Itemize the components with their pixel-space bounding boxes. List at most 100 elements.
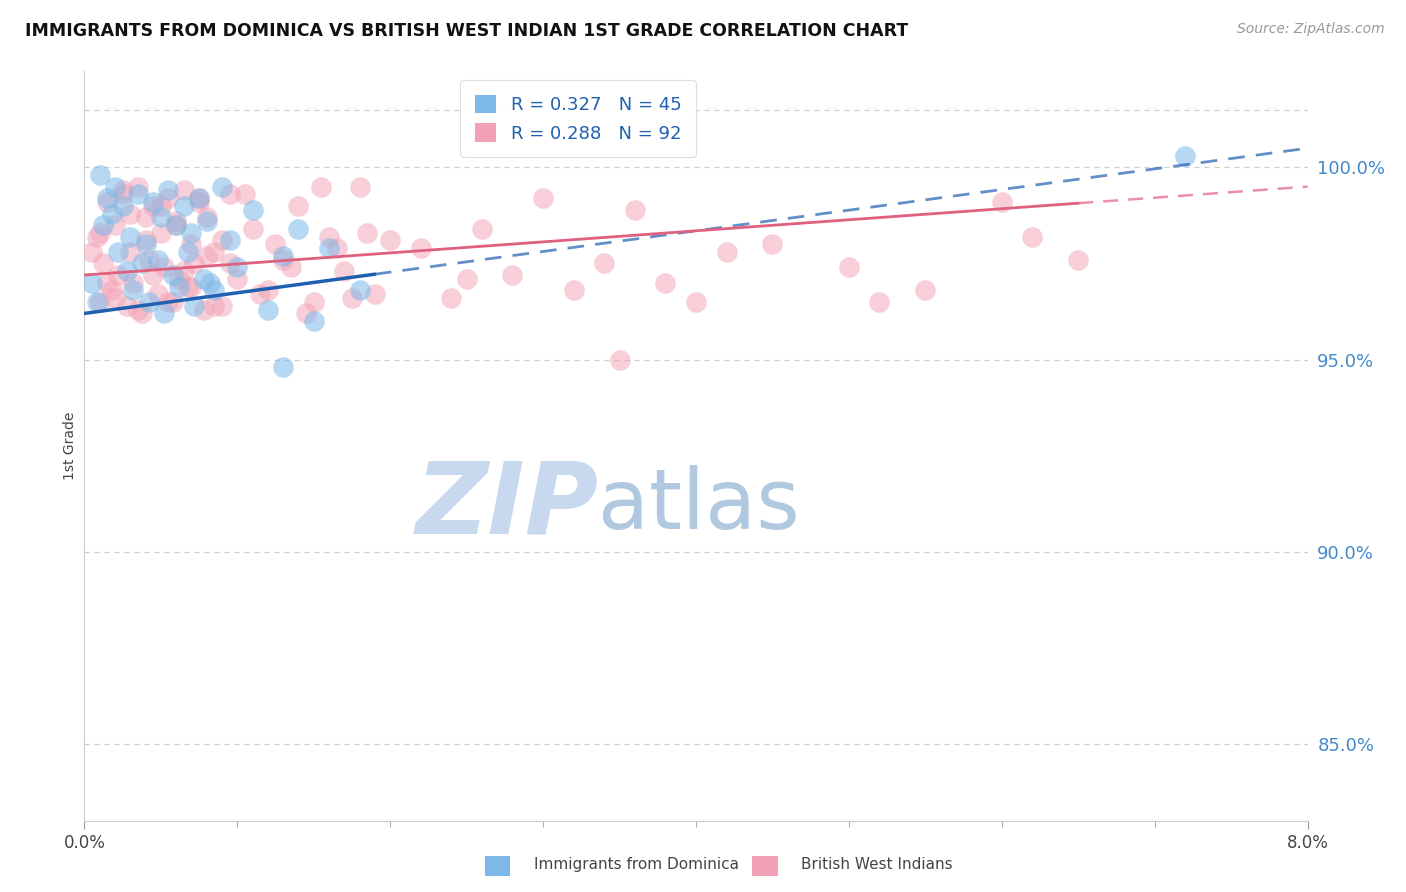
Point [838, 260, 860, 275]
Point [101, 284, 124, 298]
Point [80, 244, 103, 259]
Point [180, 237, 202, 252]
Point [89, 294, 111, 309]
Point [195, 249, 218, 263]
Point [146, 287, 169, 301]
Point [340, 291, 363, 305]
Point [142, 199, 165, 213]
Point [115, 299, 138, 313]
Point [218, 256, 240, 270]
Point [135, 234, 157, 248]
Point [716, 244, 738, 259]
Point [287, 199, 309, 213]
Point [356, 226, 378, 240]
Point [593, 256, 616, 270]
Point [761, 237, 783, 252]
Point [101, 206, 124, 220]
Point [271, 249, 294, 263]
Point [173, 184, 195, 198]
Point [135, 211, 157, 225]
Point [157, 184, 180, 198]
Point [685, 294, 707, 309]
Point [1174, 149, 1197, 163]
Point [218, 187, 240, 202]
Point [149, 226, 172, 240]
Point [211, 299, 233, 313]
Point [233, 187, 256, 202]
Point [502, 268, 524, 282]
Point [107, 268, 129, 282]
Text: Immigrants from Dominica: Immigrants from Dominica [534, 857, 740, 872]
Point [142, 268, 165, 282]
Text: IMMIGRANTS FROM DOMINICA VS BRITISH WEST INDIAN 1ST GRADE CORRELATION CHART: IMMIGRANTS FROM DOMINICA VS BRITISH WEST… [25, 22, 908, 40]
Point [122, 284, 145, 298]
Point [165, 218, 187, 232]
Legend: R = 0.327   N = 45, R = 0.288   N = 92: R = 0.327 N = 45, R = 0.288 N = 92 [460, 80, 696, 157]
Point [456, 272, 478, 286]
Point [165, 214, 187, 228]
Point [120, 229, 142, 244]
Point [295, 306, 318, 320]
Point [111, 187, 134, 202]
Point [183, 299, 205, 313]
Point [86, 294, 108, 309]
Point [531, 191, 554, 205]
Point [198, 276, 221, 290]
Point [138, 252, 160, 267]
Point [180, 226, 202, 240]
Point [349, 284, 371, 298]
Point [153, 306, 176, 320]
Point [271, 252, 294, 267]
Point [120, 206, 142, 220]
Point [188, 191, 211, 205]
Point [173, 199, 195, 213]
Point [89, 168, 111, 182]
Point [91, 256, 114, 270]
Point [111, 184, 134, 198]
Point [271, 360, 294, 375]
Point [257, 284, 280, 298]
Point [318, 241, 340, 255]
Point [127, 302, 149, 317]
Point [135, 237, 157, 252]
Point [218, 234, 240, 248]
Point [257, 302, 280, 317]
Point [120, 244, 142, 259]
Point [162, 294, 184, 309]
Point [149, 211, 172, 225]
Point [226, 272, 249, 286]
Point [131, 306, 153, 320]
Point [165, 218, 187, 232]
Point [364, 287, 387, 301]
Point [80, 276, 103, 290]
Point [142, 194, 165, 209]
Point [183, 256, 205, 270]
Point [318, 229, 340, 244]
Point [471, 222, 494, 236]
Point [96, 191, 118, 205]
Point [242, 222, 264, 236]
Point [157, 191, 180, 205]
Point [380, 234, 402, 248]
Point [86, 229, 108, 244]
Point [180, 279, 202, 293]
Point [193, 302, 215, 317]
Point [654, 276, 676, 290]
Point [202, 299, 225, 313]
Point [167, 272, 190, 286]
Point [104, 218, 127, 232]
Point [242, 202, 264, 217]
Point [287, 222, 309, 236]
Point [188, 191, 211, 205]
Point [96, 276, 118, 290]
Point [138, 294, 160, 309]
Point [991, 194, 1014, 209]
Point [104, 179, 127, 194]
Text: British West Indians: British West Indians [801, 857, 953, 872]
Point [122, 276, 145, 290]
Point [157, 294, 180, 309]
Point [1021, 229, 1043, 244]
Point [226, 260, 249, 275]
Point [609, 352, 631, 367]
Text: Source: ZipAtlas.com: Source: ZipAtlas.com [1237, 22, 1385, 37]
